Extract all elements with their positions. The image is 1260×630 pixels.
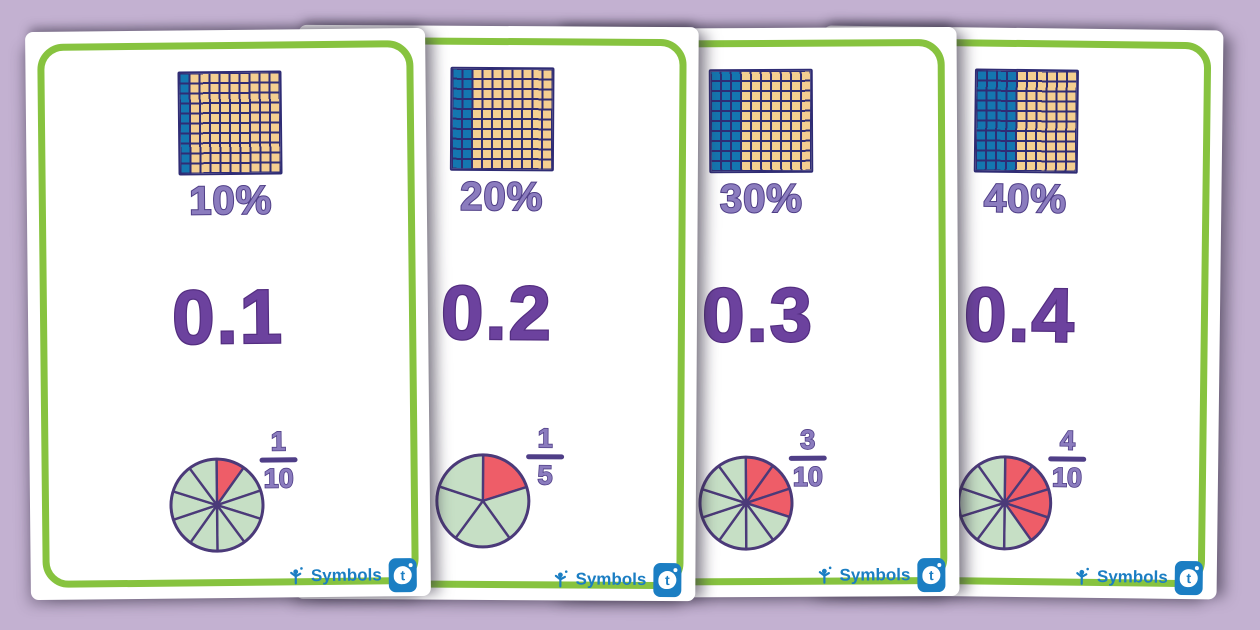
twinkl-badge-icon: t: [917, 558, 946, 593]
decimal-label: 0.1: [171, 273, 286, 362]
sparkle-icon: [937, 563, 942, 568]
fraction-numerator: 4: [1059, 425, 1076, 457]
twinkl-t-glyph: t: [922, 566, 941, 585]
twinkl-badge-icon: t: [388, 558, 417, 593]
symbols-person-icon: [290, 567, 303, 585]
brand-footer: Symbols t: [289, 558, 417, 593]
fraction-bar: [526, 454, 565, 460]
brand-label: Symbols: [1096, 566, 1168, 587]
hundred-square-grid: [177, 70, 283, 176]
fraction-numerator: 1: [270, 426, 287, 458]
flashcard-40-percent: 40% 0.4 4 10 Symbols t: [816, 25, 1224, 600]
flashcard-20-percent: 20% 0.2 1 5 Symbols t: [295, 24, 699, 602]
fraction-pie-chart: [435, 453, 532, 550]
brand-footer: Symbols t: [553, 562, 682, 598]
twinkl-t-glyph: t: [393, 566, 412, 585]
symbols-person-icon: [554, 570, 568, 588]
symbols-person-icon: [1076, 567, 1090, 585]
hundred-square-grid: [449, 66, 555, 172]
sparkle-icon: [1194, 566, 1199, 571]
brand-footer: Symbols t: [817, 558, 946, 593]
flashcard-10-percent: 10% 0.1 1 10 Symbols t: [25, 27, 431, 601]
twinkl-t-glyph: t: [1179, 568, 1198, 588]
fraction-pie-chart: [698, 455, 795, 552]
sparkle-icon: [408, 563, 413, 568]
brand-label: Symbols: [575, 569, 647, 589]
symbols-person-icon: [818, 566, 832, 584]
hundred-square-grid: [708, 68, 814, 174]
fraction-numerator: 3: [799, 424, 816, 456]
brand-label: Symbols: [310, 565, 382, 586]
brand-label: Symbols: [839, 565, 911, 585]
fraction-pie-chart: [169, 457, 266, 554]
brand-footer: Symbols t: [1075, 560, 1203, 596]
fraction-bar: [1048, 456, 1087, 463]
fraction-bar: [788, 455, 827, 462]
fraction-pie-chart: [956, 454, 1053, 551]
twinkl-badge-icon: t: [1174, 560, 1203, 596]
hundred-square-grid: [973, 68, 1079, 174]
fraction-bar: [259, 457, 298, 464]
percent-label: 10%: [188, 178, 274, 225]
sparkle-icon: [673, 568, 678, 573]
fraction-numerator: 1: [537, 422, 554, 454]
flashcard-30-percent: 30% 0.3 3 10 Symbols t: [556, 26, 960, 599]
twinkl-badge-icon: t: [653, 562, 682, 598]
twinkl-t-glyph: t: [658, 570, 677, 590]
